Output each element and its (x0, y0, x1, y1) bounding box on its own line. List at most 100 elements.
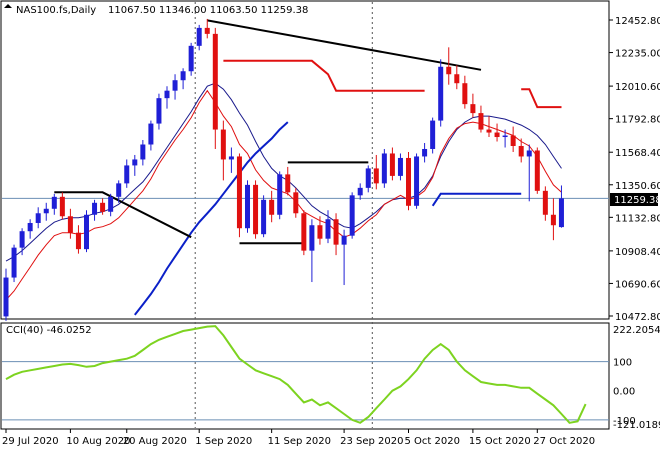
expand-icon[interactable] (4, 4, 12, 8)
bear-candle (236, 156, 242, 229)
bull-candle (180, 71, 186, 81)
bear-candle (333, 219, 339, 245)
bull-candle (309, 225, 315, 251)
bear-candle (406, 157, 411, 206)
bear-candle (389, 153, 395, 176)
date-tick-label: 20 Aug 2020 (123, 436, 187, 447)
cci-tick-label: 0.00 (613, 387, 635, 398)
price-tick-label: 11350.60 (615, 181, 660, 192)
bull-candle (277, 174, 283, 215)
bull-candle (124, 165, 130, 184)
bull-candle (438, 66, 444, 121)
cci-line (5, 325, 587, 424)
date-tick-label: 1 Sep 2020 (195, 436, 252, 447)
bear-candle (100, 202, 106, 212)
bull-candle (228, 156, 234, 160)
ohlc-label: 11067.50 11346.00 11063.50 11259.38 (108, 5, 308, 16)
black-trendline (207, 19, 482, 71)
bull-candle (172, 80, 178, 91)
chart-header: NAS100.fs,Daily 11067.50 11346.00 11063.… (4, 4, 308, 16)
bear-candle (446, 66, 452, 75)
blue-trendline (431, 192, 522, 207)
current-price-tag: 11259.38 (610, 193, 660, 206)
bear-candle (478, 113, 484, 130)
bear-candle (534, 150, 540, 191)
bear-candle (220, 129, 226, 160)
bear-candle (317, 225, 323, 239)
ma-slow-line (5, 82, 562, 262)
black-trendline (54, 191, 192, 239)
bear-candle (212, 33, 218, 130)
bull-candle (43, 208, 49, 214)
price-tick-label: 11132.80 (615, 213, 660, 224)
bull-candle (558, 198, 564, 228)
bull-candle (19, 231, 25, 248)
bull-candle (84, 214, 89, 250)
bear-candle (542, 190, 548, 215)
cci-tick-label: 100 (613, 358, 632, 369)
bull-candle (148, 123, 154, 145)
bull-candle (414, 156, 420, 206)
bull-candle (526, 150, 532, 157)
price-tick-label: 10690.60 (615, 279, 660, 290)
bull-candle (164, 90, 170, 99)
bear-candle (301, 213, 307, 251)
bull-candle (116, 183, 122, 197)
bull-candle (502, 135, 508, 138)
bull-candle (365, 168, 371, 188)
bull-candle (108, 196, 114, 212)
bull-candle (11, 247, 17, 278)
date-tick-label: 23 Sep 2020 (340, 436, 403, 447)
red-trendline (223, 59, 425, 92)
bull-candle (51, 196, 57, 209)
bull-candle (349, 195, 355, 236)
bull-candle (261, 199, 267, 235)
date-tick-label: 15 Oct 2020 (469, 436, 531, 447)
price-tick-label: 10908.40 (615, 247, 660, 258)
cci-label: CCI(40) -46.0252 (6, 325, 92, 336)
bear-candle (486, 129, 492, 133)
cci-indicator (5, 325, 587, 424)
bear-candle (518, 145, 524, 157)
bull-candle (27, 222, 33, 232)
date-tick-label: 29 Jul 2020 (2, 436, 59, 447)
bull-candle (397, 157, 403, 176)
bull-candle (156, 98, 162, 124)
price-tick-label: 11792.80 (615, 115, 660, 126)
bull-candle (3, 277, 9, 317)
bull-candle (188, 45, 194, 72)
bull-candle (92, 202, 98, 215)
cci-tick-label: -100 (613, 416, 636, 427)
bear-candle (293, 192, 299, 214)
date-tick-label: 11 Sep 2020 (268, 436, 331, 447)
bear-candle (510, 135, 516, 146)
candles (3, 18, 564, 321)
date-tick-label: 10 Aug 2020 (66, 436, 130, 447)
bull-candle (140, 144, 146, 160)
cci-axis: 222.2054 100 0.00 -100-121.0189 (613, 325, 660, 431)
trendlines (54, 19, 562, 245)
bull-candle (132, 159, 138, 166)
ma-fast-line (5, 89, 562, 301)
bear-candle (204, 27, 210, 34)
bear-candle (373, 168, 379, 184)
bear-candle (75, 232, 81, 250)
price-tick-label: 12010.60 (615, 82, 660, 93)
bear-candle (454, 74, 460, 84)
moving-averages (5, 82, 562, 316)
price-tick-label: 12235.00 (615, 49, 660, 60)
cci-tick-label: -121.0189 (613, 420, 660, 431)
bull-candle (422, 148, 428, 157)
price-panel-frame (0, 0, 610, 320)
bear-candle (494, 132, 500, 138)
bear-candle (269, 199, 275, 215)
price-tick-label: 12452.80 (615, 16, 660, 27)
price-tick-label: 11568.40 (615, 148, 660, 159)
bull-candle (325, 219, 331, 239)
bear-candle (67, 216, 73, 233)
bear-candle (285, 174, 291, 193)
ma-long-line (134, 121, 289, 316)
bear-candle (550, 214, 556, 226)
